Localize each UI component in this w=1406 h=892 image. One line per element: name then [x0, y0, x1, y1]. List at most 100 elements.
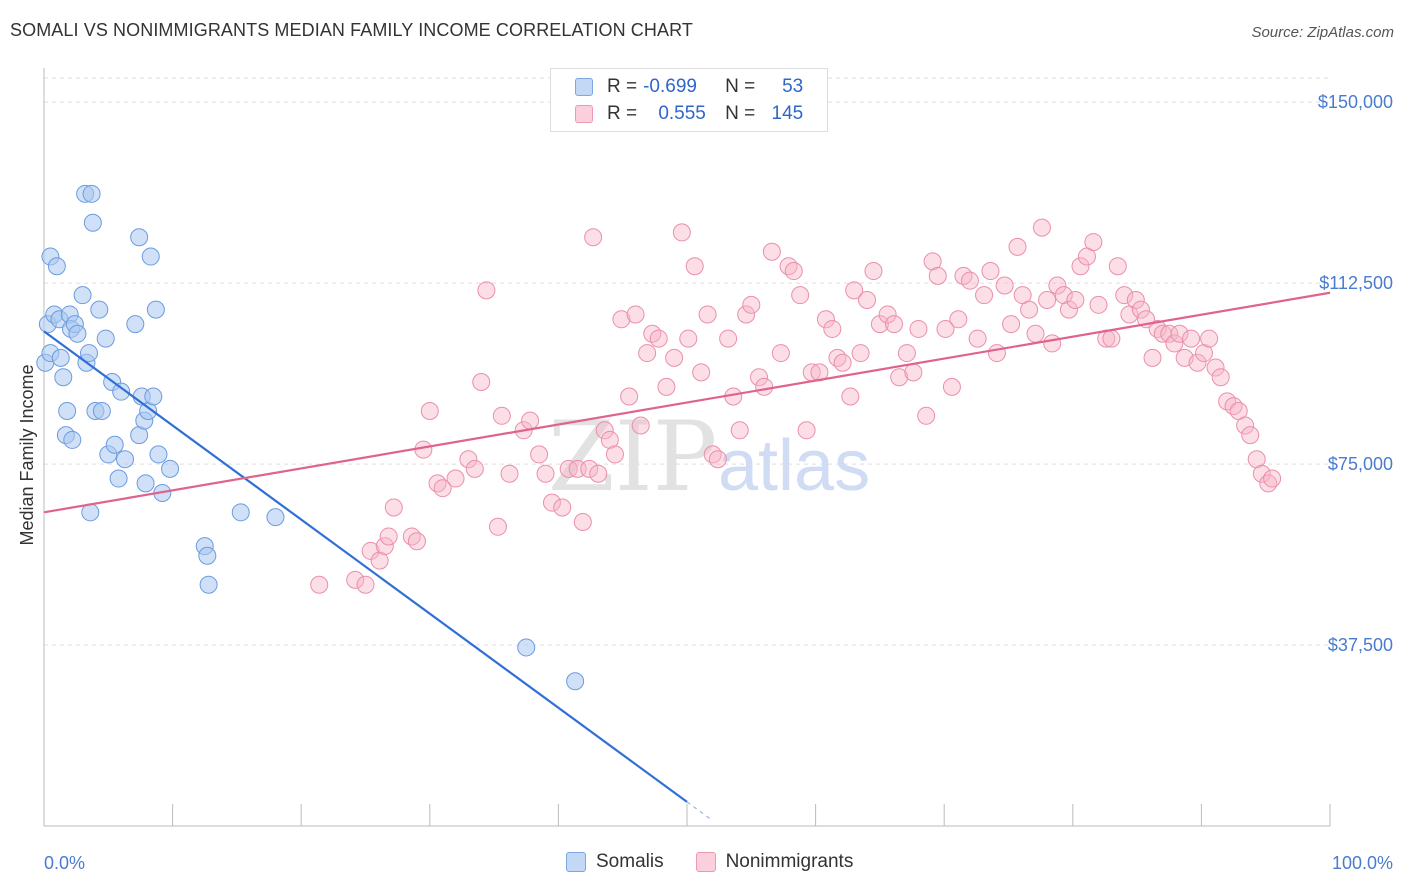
nonimmigrant-point — [1032, 218, 1051, 237]
y-tick-label: $37,500 — [1328, 635, 1393, 655]
nonimmigrant-point — [737, 305, 756, 324]
tick-labels: $37,500 $75,000 $112,500 $150,000 0.0% 100.0% — [44, 92, 1393, 873]
nonimmigrant-point — [580, 459, 599, 478]
chart-source: Source: ZipAtlas.com — [1251, 24, 1394, 41]
somali-point — [126, 315, 145, 334]
legend-label-nonimmigrants: Nonimmigrants — [725, 851, 854, 872]
nonimmigrant-point — [1115, 286, 1134, 305]
nonimmigrant-point — [492, 406, 511, 425]
nonimmigrant-point — [870, 315, 889, 334]
nonimmigrant-point — [1084, 233, 1103, 252]
nonimmigrant-point — [750, 368, 769, 387]
somali-point — [116, 450, 135, 469]
nonimmigrant-point — [1038, 290, 1057, 309]
somali-point — [54, 368, 73, 387]
legend-label-somalis: Somalis — [596, 851, 664, 872]
nonimmigrant-point — [995, 276, 1014, 295]
legend-swatch-nonimmigrants — [695, 852, 716, 872]
y-tick-label: $150,000 — [1318, 92, 1393, 112]
nonimmigrant-trendline — [43, 291, 1331, 514]
nonimmigrant-point — [379, 527, 398, 546]
nonimmigrant-point — [851, 344, 870, 363]
x-tick-label: 0.0% — [44, 853, 85, 873]
somali-point — [82, 184, 101, 203]
nonimmigrant-point — [823, 319, 842, 338]
nonimmigrant-point — [878, 305, 897, 324]
trendlines — [43, 291, 1331, 820]
nonimmigrant-point — [858, 290, 877, 309]
nonimmigrant-point — [1008, 237, 1027, 256]
nonimmigrant-point — [1200, 329, 1219, 348]
nonimmigrant-point — [1182, 329, 1201, 348]
somali-point — [198, 546, 217, 565]
nonimmigrant-point — [612, 310, 631, 329]
legend-r-value: -0.699 — [643, 76, 697, 97]
nonimmigrant-point — [626, 305, 645, 324]
nonimmigrant-point — [407, 532, 426, 551]
legend-n-label: N = — [725, 103, 756, 124]
somali-point — [83, 213, 102, 232]
nonimmigrant-point — [1247, 450, 1266, 469]
nonimmigrant-point — [384, 498, 403, 517]
nonimmigrant-point — [730, 421, 749, 440]
nonimmigrant-point — [909, 319, 928, 338]
somali-point — [105, 435, 124, 454]
nonimmigrant-point — [708, 450, 727, 469]
somali-point — [58, 401, 77, 420]
nonimmigrant-point — [500, 464, 519, 483]
nonimmigrant-point — [1188, 353, 1207, 372]
somali-point — [146, 300, 165, 319]
nonimmigrant-point — [559, 459, 578, 478]
nonimmigrant-point — [890, 368, 909, 387]
somali-point — [112, 382, 131, 401]
nonimmigrant-point — [771, 344, 790, 363]
nonimmigrant-point — [841, 387, 860, 406]
nonimmigrant-point — [1211, 368, 1230, 387]
somali-point — [130, 228, 149, 247]
nonimmigrant-point — [477, 281, 496, 300]
nonimmigrant-point — [928, 266, 947, 285]
nonimmigrant-point — [679, 329, 698, 348]
nonimmigrant-point — [459, 450, 478, 469]
series-legend: Somalis Nonimmigrants — [566, 851, 885, 873]
nonimmigrant-point — [375, 537, 394, 556]
somali-point — [199, 575, 218, 594]
nonimmigrant-point — [1108, 257, 1127, 276]
nonimmigrant-point — [589, 464, 608, 483]
nonimmigrant-point — [791, 286, 810, 305]
nonimmigrant-point — [1102, 329, 1121, 348]
somali-point — [90, 300, 109, 319]
nonimmigrant-point — [1170, 324, 1189, 343]
nonimmigrant-point — [987, 344, 1006, 363]
nonimmigrant-point — [828, 348, 847, 367]
nonimmigrant-point — [1252, 464, 1271, 483]
nonimmigrant-point — [1048, 276, 1067, 295]
nonimmigrant-point — [960, 271, 979, 290]
nonimmigrant-point — [692, 363, 711, 382]
nonimmigrant-point — [1071, 257, 1090, 276]
chart-title: SOMALI VS NONIMMIGRANTS MEDIAN FAMILY IN… — [10, 20, 693, 40]
nonimmigrant-point — [797, 421, 816, 440]
somali-point — [141, 247, 160, 266]
somali-point — [92, 401, 111, 420]
somali-point — [47, 257, 66, 276]
nonimmigrant-point — [755, 377, 774, 396]
nonimmigrant-point — [816, 310, 835, 329]
legend-r-label: R = — [607, 76, 638, 97]
somali-point — [51, 348, 70, 367]
nonimmigrant-point — [897, 344, 916, 363]
nonimmigrant-point — [465, 459, 484, 478]
nonimmigrant-point — [864, 262, 883, 281]
somali-trendline-extension — [686, 801, 711, 820]
nonimmigrant-point — [530, 445, 549, 464]
nonimmigrant-point — [428, 474, 447, 493]
somali-point — [161, 459, 180, 478]
nonimmigrant-point — [762, 242, 781, 261]
y-axis-label: Median Family Income — [17, 364, 37, 545]
nonimmigrant-point — [719, 329, 738, 348]
nonimmigrant-point — [631, 416, 650, 435]
nonimmigrant-point — [605, 445, 624, 464]
nonimmigrant-point — [833, 353, 852, 372]
axes — [43, 68, 1331, 827]
